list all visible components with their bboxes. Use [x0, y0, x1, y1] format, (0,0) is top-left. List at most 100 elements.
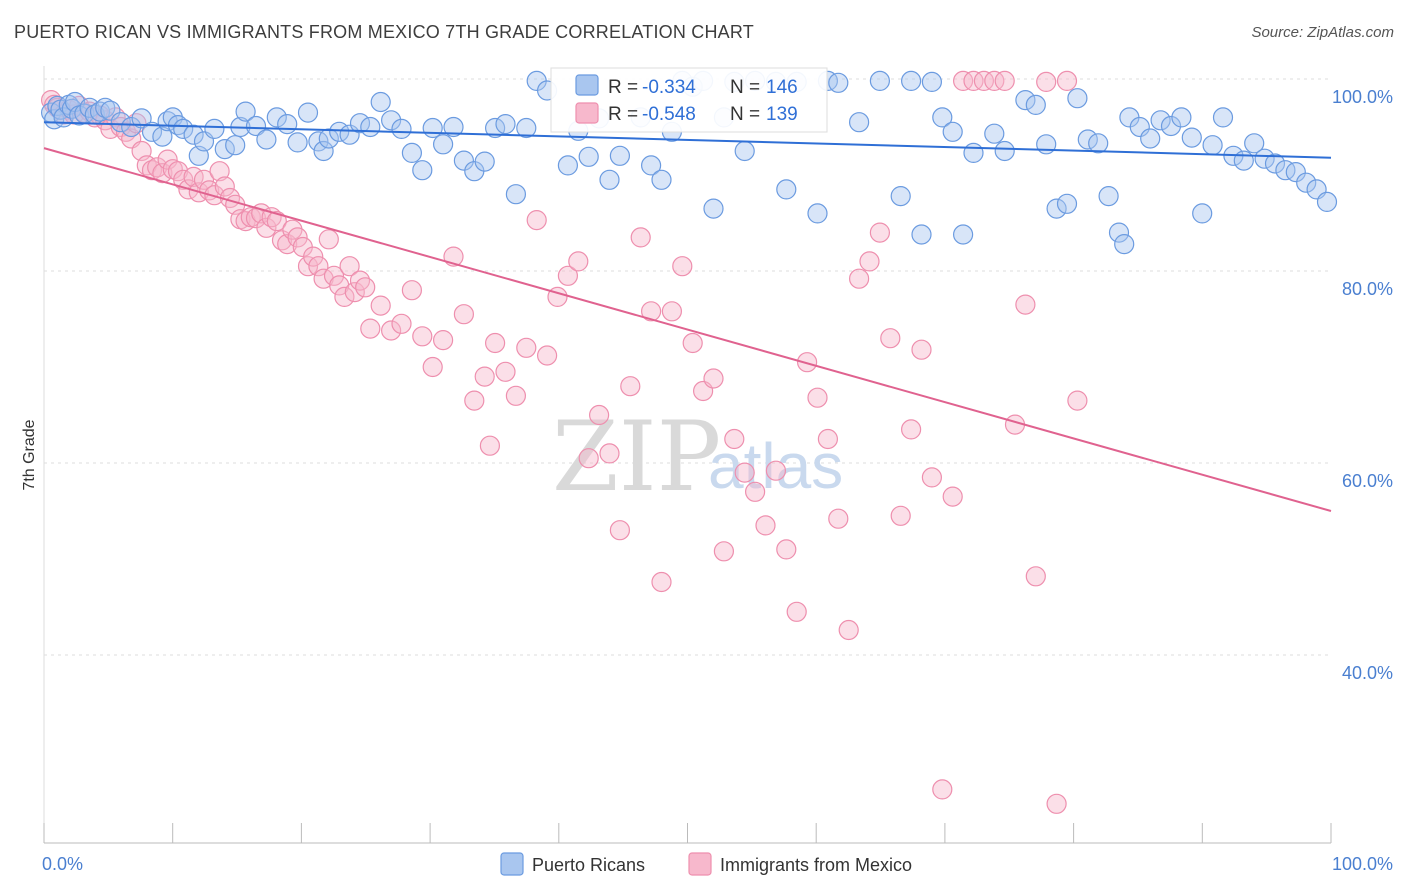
immigrants-from-mexico-point — [963, 70, 984, 92]
puerto-ricans-point — [1244, 133, 1265, 154]
puerto-ricans-point — [1212, 107, 1234, 128]
immigrants-from-mexico-point — [776, 539, 797, 560]
puerto-ricans-point — [173, 118, 194, 139]
immigrants-from-mexico-point — [848, 268, 870, 289]
puerto-ricans-point — [578, 146, 599, 167]
legend-swatch-blue — [575, 74, 599, 96]
legend-r-label-pink: R = — [608, 104, 638, 125]
immigrants-from-mexico-point — [485, 332, 506, 354]
puerto-ricans-point — [1150, 110, 1171, 131]
immigrants-from-mexico-point — [724, 428, 745, 450]
puerto-ricans-point — [516, 117, 537, 139]
immigrants-from-mexico-point — [453, 304, 474, 325]
puerto-ricans-point — [942, 121, 963, 142]
puerto-ricans-point — [287, 132, 308, 153]
immigrants-from-mexico-point — [755, 515, 776, 536]
puerto-ricans-point — [932, 107, 953, 128]
immigrants-from-mexico-point — [672, 256, 693, 277]
immigrants-from-mexico-point — [1067, 390, 1088, 411]
immigrants-from-mexico-point — [578, 448, 599, 469]
immigrants-from-mexico-point — [355, 277, 376, 298]
puerto-ricans-point — [1114, 234, 1135, 255]
bottom-legend-swatch-pink — [688, 852, 712, 876]
puerto-ricans-point — [1108, 222, 1130, 243]
puerto-ricans-point — [1025, 94, 1046, 116]
puerto-ricans-point — [1067, 88, 1088, 109]
immigrants-from-mexico-point — [209, 161, 230, 182]
immigrants-from-mexico-point — [900, 419, 922, 440]
puerto-ricans-point — [1056, 193, 1078, 214]
trend-line-puerto-ricans — [43, 121, 1332, 159]
puerto-ricans-point — [235, 101, 256, 122]
immigrants-from-mexico-point — [994, 70, 1015, 92]
chart-title: PUERTO RICAN VS IMMIGRANTS FROM MEXICO 7… — [14, 22, 754, 42]
immigrants-from-mexico-point — [651, 571, 672, 593]
puerto-ricans-point — [1098, 186, 1119, 207]
puerto-ricans-point — [245, 115, 267, 137]
puerto-ricans-point — [183, 124, 204, 145]
immigrants-from-mexico-point — [266, 211, 287, 232]
bottom-legend-label-puerto-ricans: Puerto Ricans — [532, 855, 645, 875]
puerto-ricans-point — [214, 139, 235, 160]
immigrants-from-mexico-point — [360, 318, 381, 339]
immigrants-from-mexico-point — [1036, 71, 1057, 93]
immigrants-from-mexico-point — [526, 210, 547, 231]
trend-line-immigrants-from-mexico — [43, 147, 1332, 512]
puerto-ricans-point — [1254, 148, 1275, 169]
x-ticks — [43, 823, 1332, 843]
immigrants-from-mexico-point — [349, 270, 371, 291]
puerto-ricans-point — [381, 110, 402, 131]
puerto-ricans-point — [900, 70, 922, 92]
puerto-ricans-point — [828, 72, 849, 93]
legend-n-value-pink: 139 — [766, 104, 798, 125]
puerto-ricans-point — [474, 151, 495, 172]
puerto-ricans-point — [204, 118, 225, 139]
immigrants-from-mexico-point — [193, 169, 215, 190]
immigrants-from-mexico-point — [838, 619, 859, 641]
puerto-ricans-point — [1088, 133, 1109, 154]
immigrants-from-mexico-point — [344, 282, 365, 303]
legend-swatch-pink — [575, 102, 599, 124]
puerto-ricans-point — [131, 108, 152, 129]
y-tick-label-2: 60.0% — [1342, 471, 1393, 491]
puerto-ricans-point — [1202, 135, 1223, 156]
puerto-ricans-point — [225, 135, 246, 156]
puerto-ricans-point — [110, 112, 131, 133]
puerto-ricans-point — [277, 113, 298, 135]
immigrants-from-mexico-point — [339, 256, 360, 277]
puerto-ricans-point — [921, 71, 943, 93]
watermark: ZIP atlas — [552, 401, 843, 513]
immigrants-from-mexico-point — [152, 163, 173, 184]
immigrants-from-mexico-point — [297, 256, 319, 277]
immigrants-from-mexico-point — [942, 486, 963, 507]
immigrants-from-mexico-point — [505, 385, 527, 406]
immigrants-from-mexico-point — [256, 217, 277, 238]
puerto-ricans-point — [95, 97, 116, 118]
puerto-ricans-point — [121, 116, 142, 138]
legend-r-value-pink: -0.548 — [642, 104, 696, 125]
puerto-ricans-point — [1129, 116, 1150, 138]
immigrants-from-mexico-point — [287, 227, 308, 248]
immigrants-from-mexico-point — [599, 443, 620, 464]
immigrants-from-mexico-point — [817, 428, 839, 450]
legend-n-label-pink: N = — [730, 104, 760, 125]
puerto-ricans-point — [1181, 127, 1202, 148]
immigrants-from-mexico-point — [1025, 566, 1046, 587]
immigrants-from-mexico-point — [588, 404, 610, 426]
puerto-ricans-point — [453, 150, 474, 171]
y-axis-title: 7th Grade — [21, 419, 38, 490]
x-tick-label-min: 0.0% — [42, 854, 83, 874]
grid — [44, 78, 1331, 656]
immigrants-from-mexico-point — [495, 361, 516, 382]
immigrants-from-mexico-point — [557, 265, 579, 286]
puerto-ricans-point — [349, 113, 371, 134]
immigrants-from-mexico-point — [323, 265, 345, 286]
immigrants-from-mexico-point — [620, 376, 641, 397]
immigrants-from-mexico-point — [796, 352, 818, 373]
puerto-ricans-point — [495, 113, 516, 135]
immigrants-from-mexico-point — [921, 467, 943, 488]
immigrants-from-mexico-point — [412, 326, 433, 347]
puerto-ricans-point — [505, 184, 527, 205]
immigrants-from-mexico-point — [536, 345, 558, 366]
immigrants-from-mexico-point — [516, 337, 537, 358]
